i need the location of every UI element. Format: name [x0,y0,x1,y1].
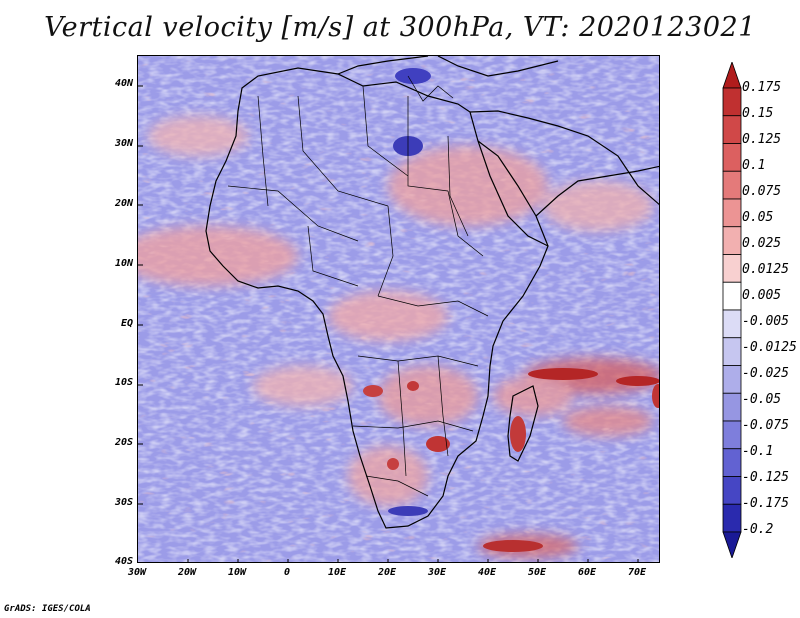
colorbar-label: -0.075 [742,418,789,433]
credit-text: GrADS: IGES/COLA [4,604,91,614]
colorbar-swatch [722,365,742,394]
lon-label: 70E [627,567,647,578]
colorbar-label: -0.005 [742,314,789,329]
chart-title: Vertical velocity [m/s] at 300hPa, VT: 2… [44,12,756,43]
country-borders [227,75,489,497]
lat-label: 10S [114,377,133,388]
colorbar-swatch [722,115,742,144]
colorbar-swatch [722,281,742,311]
colorbar-label: -0.2 [742,522,774,537]
colorbar-swatch [722,309,742,339]
colorbar-label: 0.175 [742,80,782,95]
colorbar-label: -0.05 [742,392,782,407]
colorbar-label: -0.1 [742,444,774,459]
colorbar-swatch [722,476,742,505]
lon-label: 40E [477,567,497,578]
lon-label: 0 [283,567,291,578]
lat-label: 10N [114,258,133,269]
madagascar-outline [507,385,539,462]
colorbar-label: -0.125 [742,470,789,485]
colorbar-swatch [722,337,742,366]
lat-label: 30S [114,497,133,508]
colorbar-swatch [722,420,742,450]
lon-label: 10W [227,567,247,578]
colorbar-swatch [722,392,742,422]
colorbar-swatch [722,170,742,200]
colorbar-label: -0.0125 [742,340,797,355]
frame-ticks [138,85,639,562]
colorbar-label: 0.0125 [742,262,789,277]
colorbar-swatch [722,448,742,477]
colorbar-label: 0.05 [742,210,774,225]
map-panel [137,55,660,563]
colorbar-top-arrow [722,62,742,89]
lon-label: 30E [427,567,447,578]
colorbar-swatch [722,226,742,255]
colorbar [722,62,742,558]
colorbar-label: -0.175 [742,496,789,511]
lat-label: 20N [114,198,133,209]
lon-label: 20E [377,567,397,578]
streak-texture [138,56,659,562]
colorbar-swatch [722,254,742,283]
map-svg [138,56,659,562]
colorbar-label: 0.1 [742,158,766,173]
colorbar-bottom-arrow [722,531,742,558]
lat-label: 40N [114,78,133,89]
lon-label: 50E [527,567,547,578]
lat-label: 20S [114,437,133,448]
colorbar-label: 0.005 [742,288,782,303]
colorbar-swatch [722,87,742,117]
lon-label: 30W [127,567,147,578]
colorbar-swatch [722,143,742,172]
colorbar-label: 0.025 [742,236,782,251]
colorbar-label: 0.075 [742,184,782,199]
lon-label: 60E [577,567,597,578]
colorbar-swatch [722,198,742,228]
lon-label: 20W [177,567,197,578]
colorbar-label: -0.025 [742,366,789,381]
colorbar-label: 0.125 [742,132,782,147]
colorbar-label: 0.15 [742,106,774,121]
colorbar-swatch [722,503,742,533]
lat-label: 30N [114,138,133,149]
africa-coastline [205,56,659,529]
lat-label: EQ [120,318,133,329]
lon-label: 10E [327,567,347,578]
lat-label: 40S [114,556,133,567]
